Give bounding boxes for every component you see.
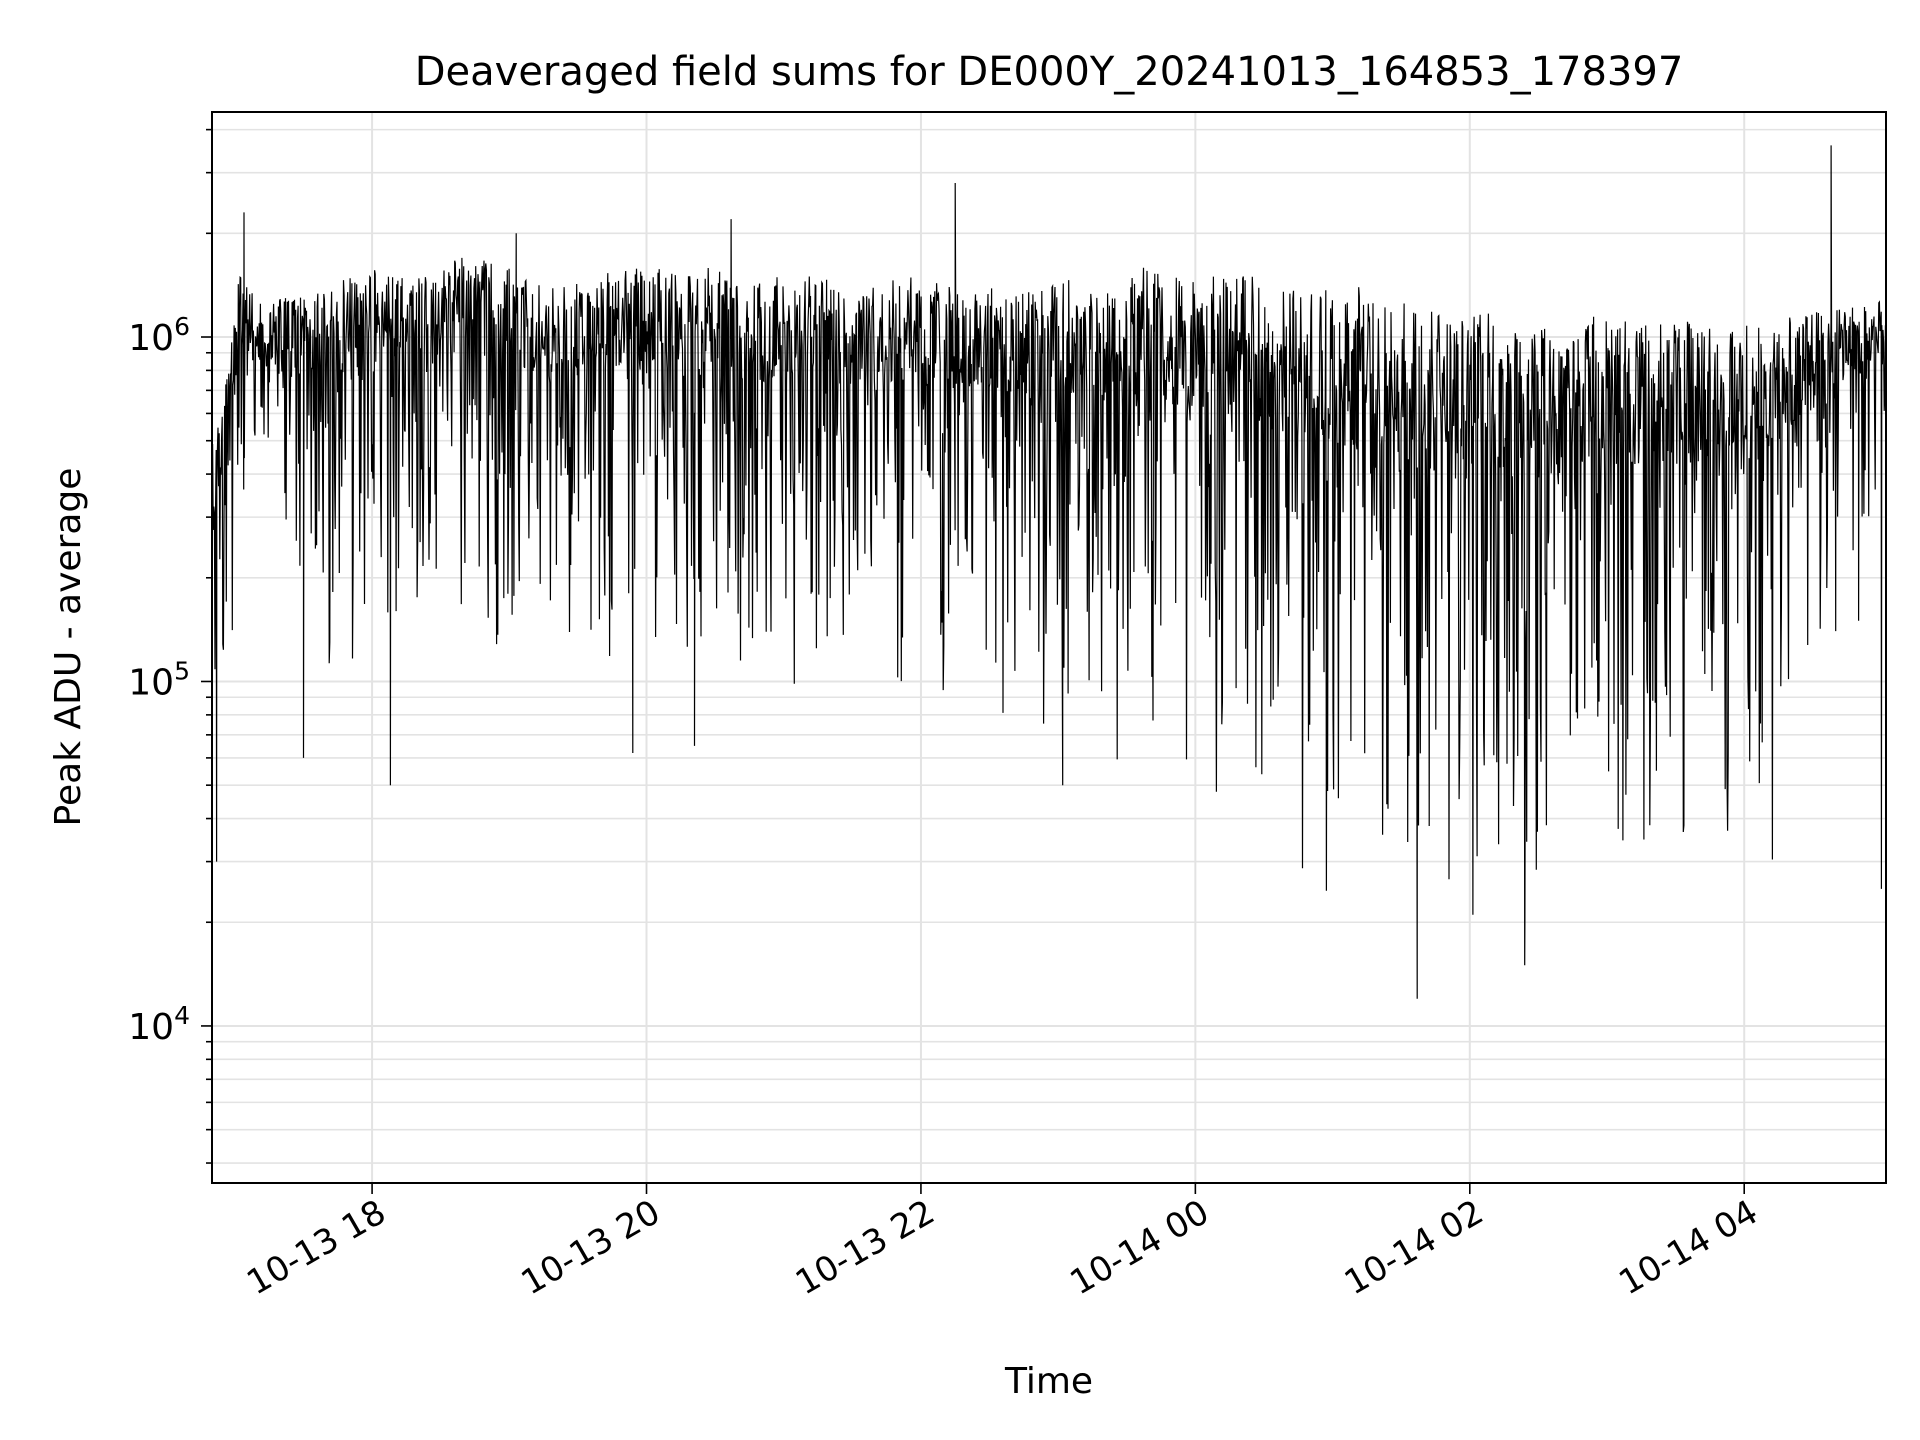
chart-title: Deaveraged field sums for DE000Y_2024101… [415, 49, 1684, 95]
y-tick-label: 105 [128, 656, 190, 703]
y-axis-label: Peak ADU - average [48, 468, 89, 827]
series-layer [211, 145, 1887, 1060]
y-tick-label: 106 [128, 312, 190, 359]
x-axis-label: Time [1004, 1361, 1093, 1402]
y-tick-label: 104 [128, 1001, 190, 1048]
plot-frame [211, 111, 1887, 1184]
series-line [211, 145, 1887, 1060]
